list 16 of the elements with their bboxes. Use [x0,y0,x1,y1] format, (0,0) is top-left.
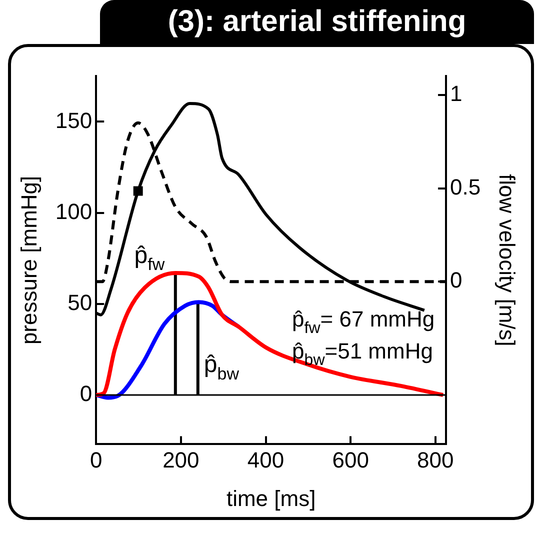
y-axis-title: pressure [mmHg] [16,176,42,345]
x-tick-label: 600 [332,447,369,472]
y2-axis-title: flow velocity [m/s] [494,174,520,346]
chart-title: (3): arterial stiffening [100,0,534,44]
x-axis-title: time [ms] [226,486,316,511]
x-tick-label: 200 [162,447,200,472]
y-tick-label: 150 [55,108,92,133]
y2-tick-label: 1 [450,80,462,106]
x-tick-label: 400 [247,447,284,472]
y2-tick-label: 0 [450,268,462,293]
line-series [96,270,446,398]
y2-tick-label: 0.5 [450,174,481,200]
x-tick-label: 800 [417,447,454,472]
y-tick-label: 0 [80,381,92,406]
y-tick-label: 100 [55,198,92,224]
y-tick-label: 50 [68,290,92,315]
